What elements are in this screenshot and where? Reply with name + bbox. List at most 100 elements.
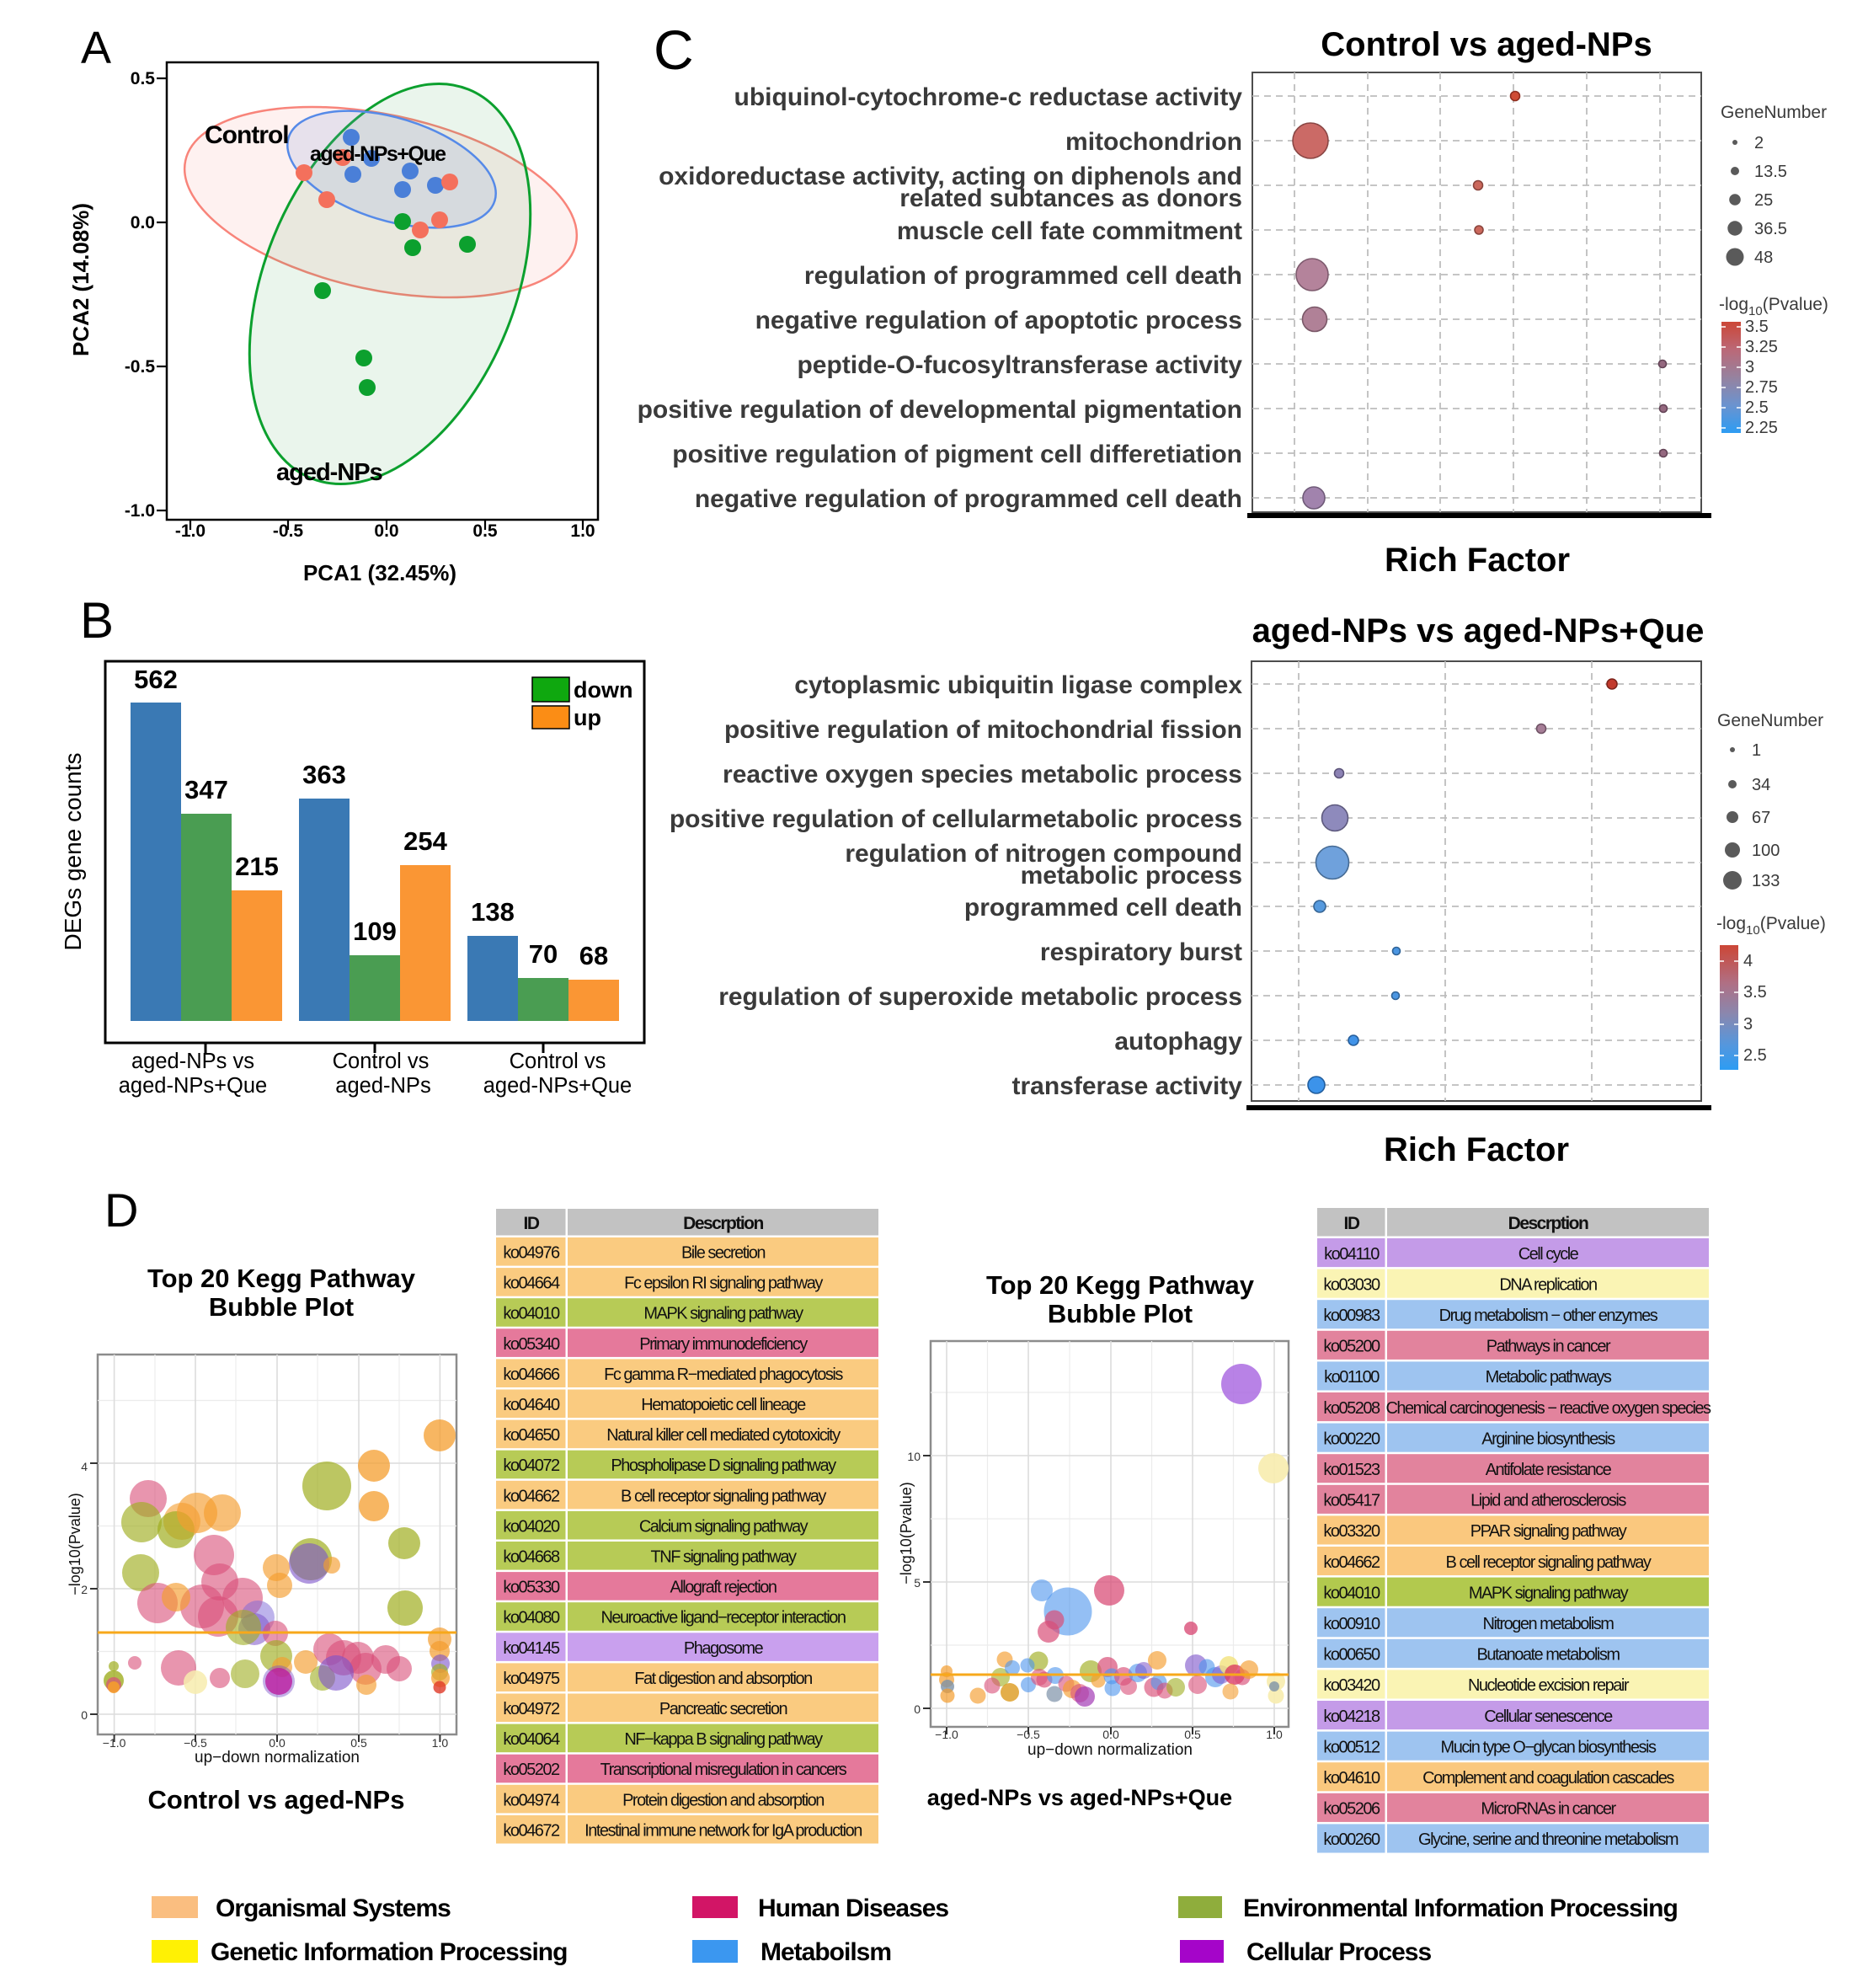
svg-text:Nucleotide excision repair: Nucleotide excision repair xyxy=(1468,1676,1630,1695)
svg-text:363: 363 xyxy=(302,760,346,789)
svg-text:ko00512: ko00512 xyxy=(1323,1738,1380,1756)
svg-text:Cellular senescence: Cellular senescence xyxy=(1484,1707,1613,1726)
svg-text:ko04650: ko04650 xyxy=(503,1426,560,1445)
svg-text:347: 347 xyxy=(184,775,228,804)
svg-text:Natural killer cell mediated c: Natural killer cell mediated cytotoxicit… xyxy=(606,1426,841,1445)
svg-text:68: 68 xyxy=(579,941,608,970)
svg-text:3.25: 3.25 xyxy=(1745,338,1778,356)
svg-text:reactive oxygen species metabo: reactive oxygen species metabolic proces… xyxy=(723,761,1242,788)
svg-text:ko04610: ko04610 xyxy=(1323,1769,1380,1788)
svg-text:ko04072: ko04072 xyxy=(503,1456,560,1475)
svg-text:cytoplasmic ubiquitin ligase c: cytoplasmic ubiquitin ligase complex xyxy=(794,671,1242,699)
svg-text:ID: ID xyxy=(524,1214,540,1233)
svg-text:positive regulation of mitocho: positive regulation of mitochondrial fis… xyxy=(724,716,1242,744)
svg-text:Control vs: Control vs xyxy=(333,1050,430,1073)
svg-text:ko04010: ko04010 xyxy=(1323,1584,1380,1602)
svg-text:0: 0 xyxy=(81,1708,88,1722)
svg-text:aged-NPs vs aged-NPs+Que: aged-NPs vs aged-NPs+Que xyxy=(927,1785,1232,1810)
svg-text:2: 2 xyxy=(81,1583,88,1596)
svg-text:Control: Control xyxy=(205,121,289,149)
svg-text:positive regulation of cellula: positive regulation of cellularmetabolic… xyxy=(670,805,1242,833)
svg-text:1: 1 xyxy=(1752,741,1761,760)
svg-text:ko04672: ko04672 xyxy=(503,1821,560,1840)
svg-text:0: 0 xyxy=(914,1702,921,1716)
svg-text:Lipid and atherosclerosis: Lipid and atherosclerosis xyxy=(1470,1492,1626,1510)
svg-text:Pathways in cancer: Pathways in cancer xyxy=(1486,1338,1611,1356)
svg-text:ko04974: ko04974 xyxy=(503,1791,560,1809)
svg-text:0.5: 0.5 xyxy=(350,1736,367,1750)
svg-text:Control vs aged-NPs: Control vs aged-NPs xyxy=(148,1785,405,1814)
svg-text:B cell receptor signaling path: B cell receptor signaling pathway xyxy=(1446,1553,1652,1572)
svg-text:Phagosome: Phagosome xyxy=(684,1639,764,1658)
svg-text:regulation of programmed cell: regulation of programmed cell death xyxy=(804,262,1242,290)
svg-text:oxidoreductase activity, actin: oxidoreductase activity, acting on diphe… xyxy=(659,163,1242,190)
svg-text:positive regulation of pigment: positive regulation of pigment cell diff… xyxy=(672,441,1242,468)
svg-text:Butanoate metabolism: Butanoate metabolism xyxy=(1476,1646,1620,1665)
svg-text:Mucin type O−glycan biosynthes: Mucin type O−glycan biosynthesis xyxy=(1441,1738,1657,1756)
svg-text:2.25: 2.25 xyxy=(1745,419,1778,437)
svg-text:-0.5: -0.5 xyxy=(273,521,304,541)
svg-text:Control vs aged-NPs: Control vs aged-NPs xyxy=(1321,26,1652,63)
svg-text:Fc epsilon RI signaling pathwa: Fc epsilon RI signaling pathway xyxy=(624,1275,823,1293)
svg-text:ko04976: ko04976 xyxy=(503,1244,560,1263)
svg-text:Allograft rejection: Allograft rejection xyxy=(670,1579,776,1597)
svg-text:Hematopoietic cell lineage: Hematopoietic cell lineage xyxy=(641,1396,806,1414)
svg-text:2.5: 2.5 xyxy=(1745,398,1769,417)
svg-text:1.0: 1.0 xyxy=(1266,1728,1283,1741)
svg-text:2.75: 2.75 xyxy=(1745,378,1778,397)
svg-text:ko04145: ko04145 xyxy=(503,1639,560,1658)
svg-text:ko05417: ko05417 xyxy=(1323,1492,1380,1510)
svg-text:562: 562 xyxy=(134,665,178,694)
svg-text:2.5: 2.5 xyxy=(1743,1046,1767,1065)
svg-text:215: 215 xyxy=(235,852,279,881)
svg-text:A: A xyxy=(81,23,111,73)
svg-text:ko04975: ko04975 xyxy=(503,1670,560,1688)
svg-text:ID: ID xyxy=(1344,1214,1360,1233)
svg-text:Pancreatic secretion: Pancreatic secretion xyxy=(659,1700,787,1718)
svg-text:Top 20 Kegg Pathway: Top 20 Kegg Pathway xyxy=(986,1270,1255,1300)
svg-text:regulation of nitrogen compoun: regulation of nitrogen compound xyxy=(845,840,1242,868)
svg-text:−log10(Pvalue): −log10(Pvalue) xyxy=(67,1493,83,1595)
svg-text:109: 109 xyxy=(353,917,397,946)
svg-text:MicroRNAs in cancer: MicroRNAs in cancer xyxy=(1481,1800,1616,1819)
svg-text:PCA1 (32.45%): PCA1 (32.45%) xyxy=(303,560,456,585)
svg-text:TNF signaling pathway: TNF signaling pathway xyxy=(651,1548,797,1567)
svg-text:ko00260: ko00260 xyxy=(1323,1830,1380,1849)
svg-text:Intestinal immune network for: Intestinal immune network for IgA produc… xyxy=(584,1821,862,1840)
svg-text:ko04666: ko04666 xyxy=(503,1365,560,1384)
svg-text:NF−kappa B signaling pathway: NF−kappa B signaling pathway xyxy=(624,1730,823,1749)
svg-text:ko04664: ko04664 xyxy=(503,1275,560,1293)
svg-text:3.5: 3.5 xyxy=(1743,983,1767,1002)
svg-text:Bubble Plot: Bubble Plot xyxy=(209,1292,354,1322)
svg-text:2: 2 xyxy=(1754,134,1764,152)
svg-text:-log10(Pvalue): -log10(Pvalue) xyxy=(1719,295,1828,318)
svg-text:Environmental Information Proc: Environmental Information Processing xyxy=(1243,1894,1678,1922)
svg-text:Primary immunodeficiency: Primary immunodeficiency xyxy=(639,1335,808,1354)
svg-text:Nitrogen metabolism: Nitrogen metabolism xyxy=(1483,1615,1614,1633)
svg-text:3: 3 xyxy=(1745,358,1754,377)
svg-text:Control vs: Control vs xyxy=(510,1050,606,1073)
svg-text:aged-NPs+Que: aged-NPs+Que xyxy=(483,1074,632,1098)
svg-text:ko04080: ko04080 xyxy=(503,1609,560,1627)
svg-text:Organismal Systems: Organismal Systems xyxy=(216,1894,451,1922)
svg-text:ko04110: ko04110 xyxy=(1324,1245,1380,1264)
svg-text:13.5: 13.5 xyxy=(1754,163,1787,181)
svg-text:0.5: 0.5 xyxy=(131,69,156,88)
svg-text:Drug metabolism − other enzyme: Drug metabolism − other enzymes xyxy=(1439,1307,1658,1325)
svg-text:Cellular Process: Cellular Process xyxy=(1246,1938,1431,1966)
svg-text:positive regulation of develop: positive regulation of developmental pig… xyxy=(638,396,1242,424)
svg-text:up: up xyxy=(574,705,601,730)
svg-text:0.5: 0.5 xyxy=(472,521,498,541)
svg-text:138: 138 xyxy=(471,897,515,927)
svg-text:ko03420: ko03420 xyxy=(1323,1676,1380,1695)
svg-text:1.0: 1.0 xyxy=(432,1736,449,1750)
svg-text:ko05202: ko05202 xyxy=(503,1761,560,1779)
svg-text:−1.0: −1.0 xyxy=(935,1728,958,1741)
svg-text:0.0: 0.0 xyxy=(1102,1728,1119,1741)
svg-text:4: 4 xyxy=(1743,952,1753,970)
svg-text:Calcium signaling pathway: Calcium signaling pathway xyxy=(639,1517,809,1536)
svg-text:−0.5: −0.5 xyxy=(1017,1728,1040,1741)
svg-text:MAPK signaling pathway: MAPK signaling pathway xyxy=(1469,1584,1629,1602)
svg-text:Human Diseases: Human Diseases xyxy=(758,1894,948,1922)
svg-text:ko01523: ko01523 xyxy=(1323,1461,1380,1479)
